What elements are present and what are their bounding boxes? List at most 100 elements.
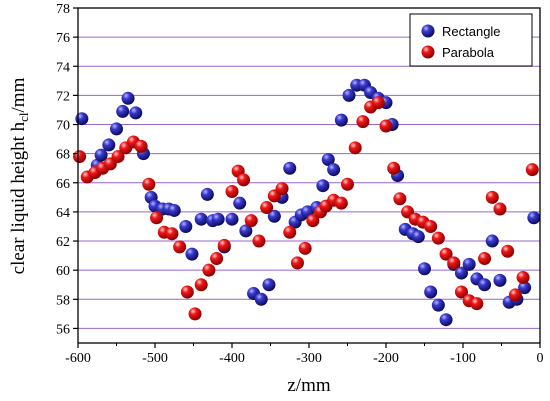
point-parabola <box>237 173 251 187</box>
point-parabola <box>194 278 208 292</box>
point-parabola <box>142 177 156 191</box>
point-parabola <box>454 285 468 299</box>
point-parabola <box>348 141 362 155</box>
point-rectangle <box>431 298 445 312</box>
point-parabola <box>165 227 179 241</box>
point-rectangle <box>462 257 476 271</box>
point-rectangle <box>411 230 425 244</box>
y-tick-label: 76 <box>56 31 70 46</box>
point-parabola <box>210 252 224 266</box>
point-rectangle <box>121 91 135 105</box>
data-points <box>73 78 541 327</box>
y-tick-label: 66 <box>56 177 70 192</box>
point-rectangle <box>110 122 123 136</box>
point-parabola <box>501 244 515 258</box>
point-rectangle <box>94 148 108 162</box>
point-rectangle <box>283 161 297 175</box>
legend-marker-parabola <box>421 45 435 59</box>
point-rectangle <box>493 273 507 287</box>
point-rectangle <box>102 138 116 152</box>
point-rectangle <box>75 112 89 126</box>
point-parabola <box>275 182 289 196</box>
point-parabola <box>225 185 239 199</box>
point-rectangle <box>194 212 208 226</box>
point-parabola <box>260 201 274 215</box>
point-rectangle <box>179 219 193 233</box>
point-parabola <box>424 219 438 233</box>
point-parabola <box>525 163 539 177</box>
point-parabola <box>173 240 187 254</box>
point-parabola <box>379 119 393 133</box>
point-rectangle <box>200 187 214 201</box>
point-parabola <box>478 252 492 266</box>
y-tick-label: 78 <box>56 2 70 17</box>
point-parabola <box>371 96 385 110</box>
y-tick-label: 56 <box>56 322 70 337</box>
point-rectangle <box>454 266 468 280</box>
legend-label-rectangle: Rectangle <box>442 24 501 39</box>
y-tick-label: 62 <box>56 235 70 250</box>
y-tick-label: 64 <box>56 206 70 221</box>
y-axis-title: clear liquid height hcl/mm <box>8 77 31 274</box>
point-rectangle <box>316 179 330 193</box>
y-tick-label: 70 <box>56 119 70 134</box>
x-tick-label: 0 <box>537 351 544 366</box>
point-parabola <box>516 270 530 284</box>
x-tick-label: -600 <box>65 351 91 366</box>
point-parabola <box>217 238 231 252</box>
point-rectangle <box>424 285 438 299</box>
point-parabola <box>341 177 354 191</box>
point-parabola <box>508 288 522 302</box>
legend-marker-rectangle <box>421 24 435 38</box>
point-parabola <box>485 190 499 204</box>
point-rectangle <box>239 224 253 238</box>
legend: Rectangle Parabola <box>409 13 533 67</box>
point-parabola <box>298 241 312 255</box>
point-rectangle <box>485 234 499 248</box>
x-tick-label: -400 <box>219 351 245 366</box>
point-rectangle <box>116 104 130 118</box>
legend-label-parabola: Parabola <box>442 45 495 60</box>
y-tick-label: 72 <box>56 89 70 104</box>
point-rectangle <box>321 152 335 166</box>
y-tick-label: 58 <box>56 293 70 308</box>
x-tick-label: -200 <box>373 351 399 366</box>
x-axis-title: z/mm <box>287 375 330 396</box>
point-parabola <box>111 150 125 164</box>
point-parabola <box>73 150 87 164</box>
point-parabola <box>387 161 401 175</box>
point-parabola <box>283 225 297 239</box>
point-rectangle <box>334 113 348 127</box>
point-parabola <box>356 115 370 129</box>
point-parabola <box>393 192 407 206</box>
point-rectangle <box>233 196 247 210</box>
point-parabola <box>470 297 484 311</box>
point-rectangle <box>527 211 541 225</box>
point-parabola <box>290 256 304 270</box>
point-rectangle <box>262 278 276 292</box>
point-parabola <box>447 256 461 270</box>
point-rectangle <box>167 203 181 217</box>
point-rectangle <box>129 106 143 120</box>
x-tick-label: -300 <box>296 351 322 366</box>
point-rectangle <box>225 212 239 226</box>
point-rectangle <box>185 247 199 261</box>
y-tick-label: 74 <box>56 60 70 75</box>
point-parabola <box>493 202 507 216</box>
point-parabola <box>439 247 453 261</box>
point-parabola <box>188 307 202 321</box>
point-rectangle <box>439 313 453 327</box>
point-parabola <box>202 263 216 277</box>
point-rectangle <box>327 163 341 177</box>
point-rectangle <box>418 262 431 276</box>
point-parabola <box>180 285 194 299</box>
x-tick-label: -500 <box>142 351 168 366</box>
point-parabola <box>306 214 320 228</box>
point-parabola <box>334 196 348 210</box>
point-rectangle <box>342 88 356 102</box>
point-rectangle <box>254 292 268 306</box>
point-rectangle <box>211 212 225 226</box>
axis-ticks: -600 -500 -400 -300 -200 -100 0 56 58 60 62 64 66 68 7… <box>56 2 544 366</box>
point-parabola <box>252 234 266 248</box>
point-parabola <box>431 231 445 245</box>
